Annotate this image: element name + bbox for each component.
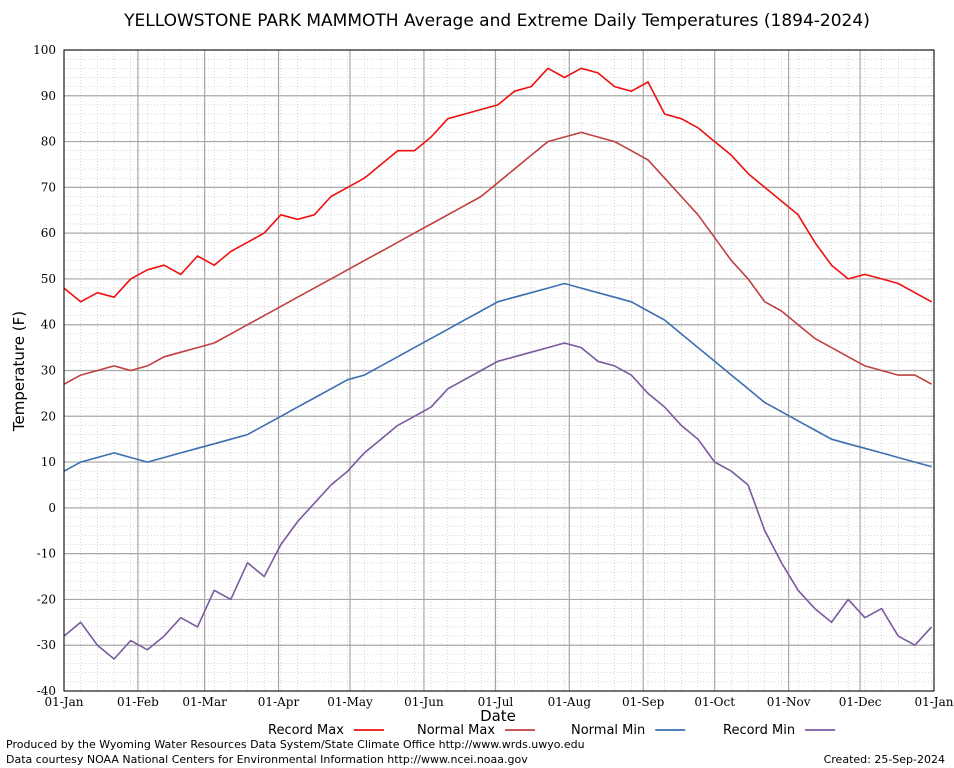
x-tick-label: 01-Nov bbox=[767, 695, 811, 709]
y-tick-label: 70 bbox=[41, 180, 56, 194]
y-tick-label: 100 bbox=[33, 43, 56, 57]
x-tick-label: 01-Apr bbox=[258, 695, 300, 709]
legend-label-normal-max: Normal Max bbox=[417, 723, 495, 738]
series-layer bbox=[63, 67, 933, 660]
series-line-normal-max bbox=[63, 131, 932, 385]
y-tick-label: 90 bbox=[41, 89, 56, 103]
x-tick-label: 01-Jan bbox=[44, 695, 83, 709]
legend-label-record-max: Record Max bbox=[268, 723, 344, 738]
plot-frame bbox=[63, 49, 935, 692]
x-tick-label: 01-Aug bbox=[548, 695, 592, 709]
x-tick-labels: 01-Jan 01-Feb 01-Mar 01-Apr 01-May 01-Jun 01-J… bbox=[44, 695, 953, 709]
x-tick-label: 01-Oct bbox=[694, 695, 735, 709]
y-tick-label: 30 bbox=[41, 364, 56, 378]
x-tick-label: 01-Jan bbox=[914, 695, 953, 709]
y-tick-label: 10 bbox=[41, 455, 56, 469]
x-tick-label: 01-May bbox=[327, 695, 373, 709]
x-tick-label: 01-Sep bbox=[622, 695, 665, 709]
footer-credit-line-1: Produced by the Wyoming Water Resources … bbox=[6, 738, 585, 751]
y-tick-label: 40 bbox=[41, 318, 56, 332]
legend: Record Max Normal Max Normal Min Record Min bbox=[268, 723, 836, 738]
y-tick-label: -30 bbox=[37, 638, 56, 652]
footer-created-date: Created: 25-Sep-2024 bbox=[823, 753, 945, 766]
x-tick-label: 01-Jul bbox=[478, 695, 514, 709]
y-tick-label: 50 bbox=[41, 272, 56, 286]
y-tick-label: 20 bbox=[41, 409, 56, 423]
y-tick-label: 80 bbox=[41, 135, 56, 149]
legend-label-record-min: Record Min bbox=[723, 723, 795, 738]
x-axis-label: Date bbox=[480, 707, 516, 725]
y-tick-label: -40 bbox=[37, 684, 56, 698]
y-tick-label: -20 bbox=[37, 592, 56, 606]
series-line-normal-min bbox=[63, 282, 932, 472]
series-line-record-min bbox=[63, 342, 933, 660]
x-tick-label: 01-Feb bbox=[117, 695, 159, 709]
y-tick-labels: -40 -30 -20 -10 0 10 20 30 40 50 60 70 80 90 100 bbox=[33, 43, 56, 698]
y-tick-label: 60 bbox=[41, 226, 56, 240]
y-axis-label: Temperature (F) bbox=[10, 311, 28, 432]
series-line-record-max bbox=[63, 67, 932, 303]
legend-label-normal-min: Normal Min bbox=[571, 723, 645, 738]
x-tick-label: 01-Jun bbox=[404, 695, 444, 709]
y-tick-label: 0 bbox=[48, 501, 56, 515]
x-tick-label: 01-Dec bbox=[839, 695, 882, 709]
x-tick-label: 01-Mar bbox=[182, 695, 227, 709]
chart-title: YELLOWSTONE PARK MAMMOTH Average and Ext… bbox=[123, 11, 870, 31]
y-tick-label: -10 bbox=[37, 547, 56, 561]
footer-credit-line-2: Data courtesy NOAA National Centers for … bbox=[6, 753, 528, 766]
